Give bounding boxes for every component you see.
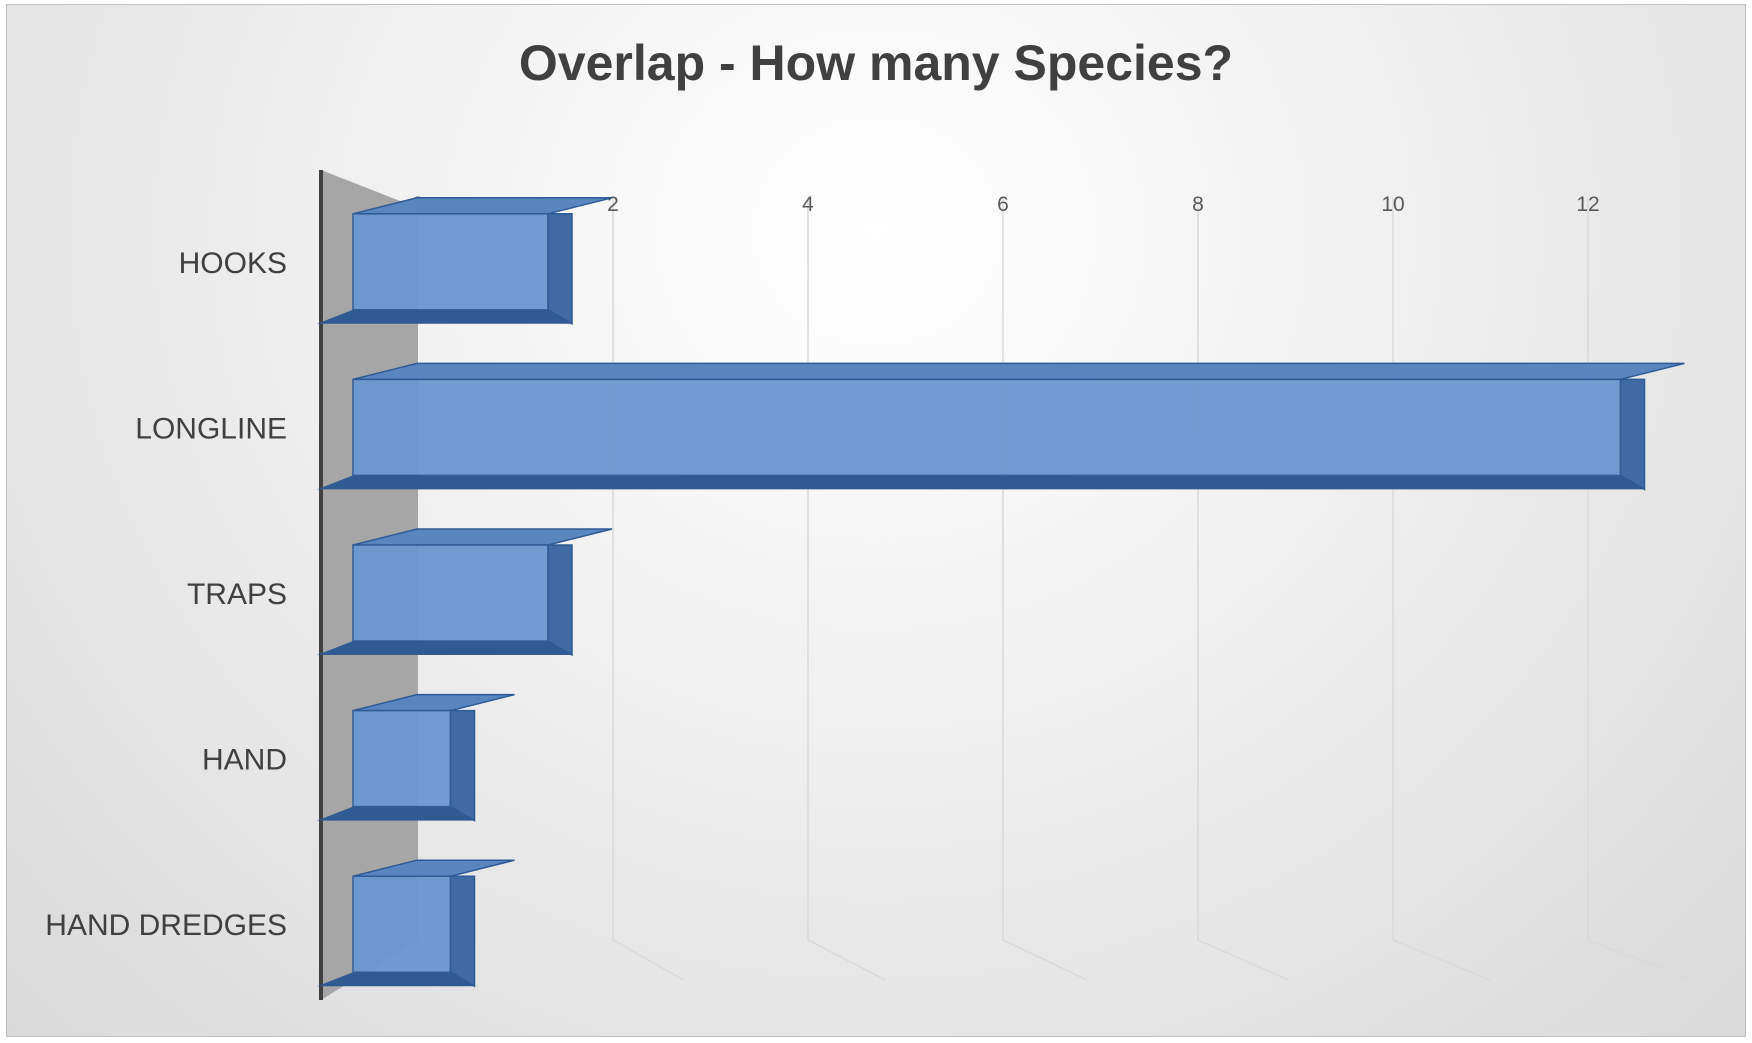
category-label-traps: TRAPS	[187, 578, 287, 611]
gridline-floor-8	[1197, 939, 1289, 981]
bar-front-hand-dredges	[352, 875, 452, 973]
bar-front-traps	[352, 544, 549, 642]
gridline-floor-12	[1587, 939, 1693, 981]
bar-bottom-hooks	[317, 309, 572, 324]
gridline-floor-2	[612, 939, 685, 981]
chart-title: Overlap - How many Species?	[519, 35, 1233, 91]
category-label-hand: HAND	[202, 744, 287, 777]
x-tick-label-6: 6	[997, 193, 1009, 216]
bar-bottom-hand-dredges	[317, 972, 475, 987]
gridline-floor-4	[807, 939, 886, 981]
x-tick-label-8: 8	[1192, 193, 1204, 216]
bar-bottom-longline	[317, 475, 1645, 490]
bars	[317, 197, 1685, 988]
x-tick-label-2: 2	[607, 193, 619, 216]
x-tick-label-10: 10	[1381, 193, 1404, 216]
gridline-floor-10	[1392, 939, 1491, 981]
bar-top-longline	[352, 362, 1685, 381]
gridlines	[612, 198, 1693, 981]
bar-side-traps	[547, 544, 573, 657]
x-tick-labels: 024681012	[412, 193, 1600, 216]
bar-front-longline	[352, 378, 1622, 477]
chart-frame	[6, 4, 1746, 1037]
bar-hooks	[317, 197, 613, 326]
bar-side-hooks	[547, 213, 573, 326]
bar-longline	[317, 362, 1685, 491]
x-tick-label-12: 12	[1576, 193, 1599, 216]
bar-side-hand	[449, 709, 476, 822]
category-label-hooks: HOOKS	[179, 247, 287, 280]
category-labels: HOOKS LONGLINE TRAPS HAND HAND DREDGES	[45, 247, 287, 942]
bar-front-hand	[352, 709, 452, 808]
bar-traps	[317, 528, 613, 657]
category-label-hand-dredges: HAND DREDGES	[45, 909, 287, 942]
bar-hand	[317, 693, 515, 822]
category-label-longline: LONGLINE	[135, 412, 287, 445]
bar-side-longline	[1619, 378, 1646, 491]
gridline-floor-6	[1002, 939, 1088, 981]
x-tick-label-4: 4	[802, 193, 814, 216]
bar-side-hand-dredges	[449, 875, 476, 988]
bar-bottom-traps	[317, 641, 572, 655]
bar-bottom-hand	[317, 806, 475, 821]
bar-front-hooks	[352, 213, 549, 311]
bar-hand-dredges	[317, 859, 515, 988]
